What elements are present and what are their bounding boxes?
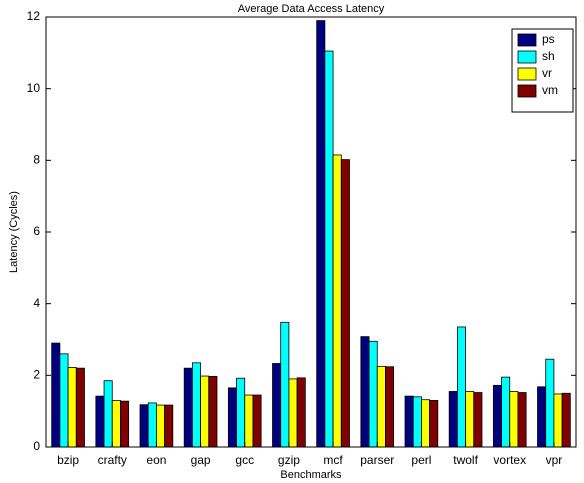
bar: [183, 367, 193, 448]
x-tick-label: eon: [146, 453, 166, 467]
x-tick-label: gzip: [278, 453, 300, 467]
bar: [67, 367, 77, 448]
bar: [252, 394, 262, 448]
legend-label: ps: [542, 32, 555, 46]
legend-label: vr: [542, 66, 552, 80]
x-tick-label: mcf: [323, 453, 343, 467]
bar: [545, 358, 555, 448]
bar: [296, 377, 306, 448]
y-tick-label: 2: [33, 368, 40, 382]
bar: [385, 366, 395, 448]
bar: [111, 400, 121, 448]
bar: [59, 353, 69, 448]
y-tick-label: 12: [27, 9, 41, 23]
bar: [164, 404, 174, 448]
bar: [501, 376, 511, 448]
bar: [517, 392, 527, 448]
chart-title: Average Data Access Latency: [238, 3, 385, 15]
bar: [208, 376, 218, 448]
bar: [509, 391, 519, 448]
plot-frame: [45, 16, 577, 448]
legend-swatch: [517, 50, 537, 64]
x-tick-label: perl: [411, 453, 431, 467]
bar: [95, 395, 105, 448]
legend-swatch: [517, 33, 537, 47]
x-tick-label: crafty: [98, 453, 127, 467]
bar: [147, 402, 157, 448]
bar: [200, 375, 210, 448]
bar: [139, 404, 149, 448]
bar: [51, 342, 61, 448]
y-tick-label: 6: [33, 224, 40, 238]
bar: [236, 377, 246, 448]
bar: [465, 391, 475, 448]
bar: [404, 395, 414, 448]
bar: [376, 365, 386, 448]
y-tick-label: 8: [33, 153, 40, 167]
x-tick-label: parser: [360, 453, 394, 467]
x-tick-label: bzip: [57, 453, 79, 467]
bar: [227, 387, 237, 448]
legend-label: vm: [542, 83, 558, 97]
bar: [316, 20, 326, 448]
bar: [75, 367, 85, 448]
bar: [561, 392, 571, 448]
y-axis-label: Latency (Cycles): [8, 191, 20, 273]
bar: [156, 404, 166, 448]
x-tick-label: vpr: [546, 453, 563, 467]
bar: [473, 392, 483, 448]
bar: [421, 399, 431, 448]
bar: [360, 336, 370, 448]
bar: [332, 154, 342, 448]
bar: [103, 380, 113, 448]
x-tick-label: gcc: [235, 453, 254, 467]
bar: [553, 393, 563, 448]
bar: [272, 363, 282, 448]
bar: [456, 326, 466, 448]
x-axis-label: Benchmarks: [280, 469, 342, 481]
bar: [429, 400, 439, 448]
y-tick-label: 10: [27, 81, 41, 95]
bar: [288, 378, 298, 448]
bar: [244, 394, 254, 448]
bar: [368, 340, 378, 448]
bar: [191, 362, 201, 448]
x-tick-label: gap: [191, 453, 211, 467]
legend-swatch: [517, 84, 537, 98]
x-tick-label: twolf: [453, 453, 478, 467]
bar: [412, 396, 422, 448]
bar: [340, 159, 350, 448]
y-tick-label: 4: [33, 296, 40, 310]
bar: [324, 50, 334, 448]
legend-label: sh: [542, 49, 555, 63]
bar: [448, 391, 458, 448]
bar: [120, 400, 130, 448]
bar: [537, 386, 547, 448]
x-tick-label: vortex: [493, 453, 526, 467]
bar: [280, 321, 290, 448]
bar: [492, 384, 502, 448]
legend-swatch: [517, 67, 537, 81]
y-tick-label: 0: [33, 439, 40, 453]
